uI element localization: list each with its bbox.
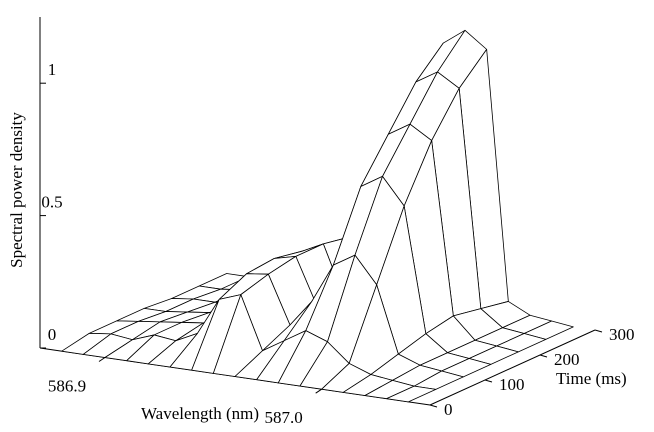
y-axis-label: Time (ms) (556, 369, 627, 388)
y-tick-label: 300 (609, 325, 635, 344)
z-tick-label: 0.5 (41, 193, 62, 212)
x-tick-label: 586.9 (48, 376, 86, 395)
y-axis (429, 329, 596, 406)
x-tick-label: 587.0 (265, 408, 303, 427)
y-tick (539, 354, 548, 358)
surface-cell (386, 385, 437, 403)
x-tick (315, 388, 322, 394)
y-tick-label: 0 (444, 400, 453, 419)
x-tick (98, 357, 106, 362)
y-tick (484, 379, 493, 383)
y-tick (429, 404, 438, 408)
z-tick-label: 1 (48, 60, 57, 79)
x-axis-label: Wavelength (nm) (141, 404, 259, 423)
z-tick-label: 0 (48, 325, 57, 344)
z-axis-label: Spectral power density (7, 112, 26, 268)
y-tick (594, 329, 603, 333)
y-tick-label: 200 (554, 350, 580, 369)
y-tick-label: 100 (499, 375, 525, 394)
